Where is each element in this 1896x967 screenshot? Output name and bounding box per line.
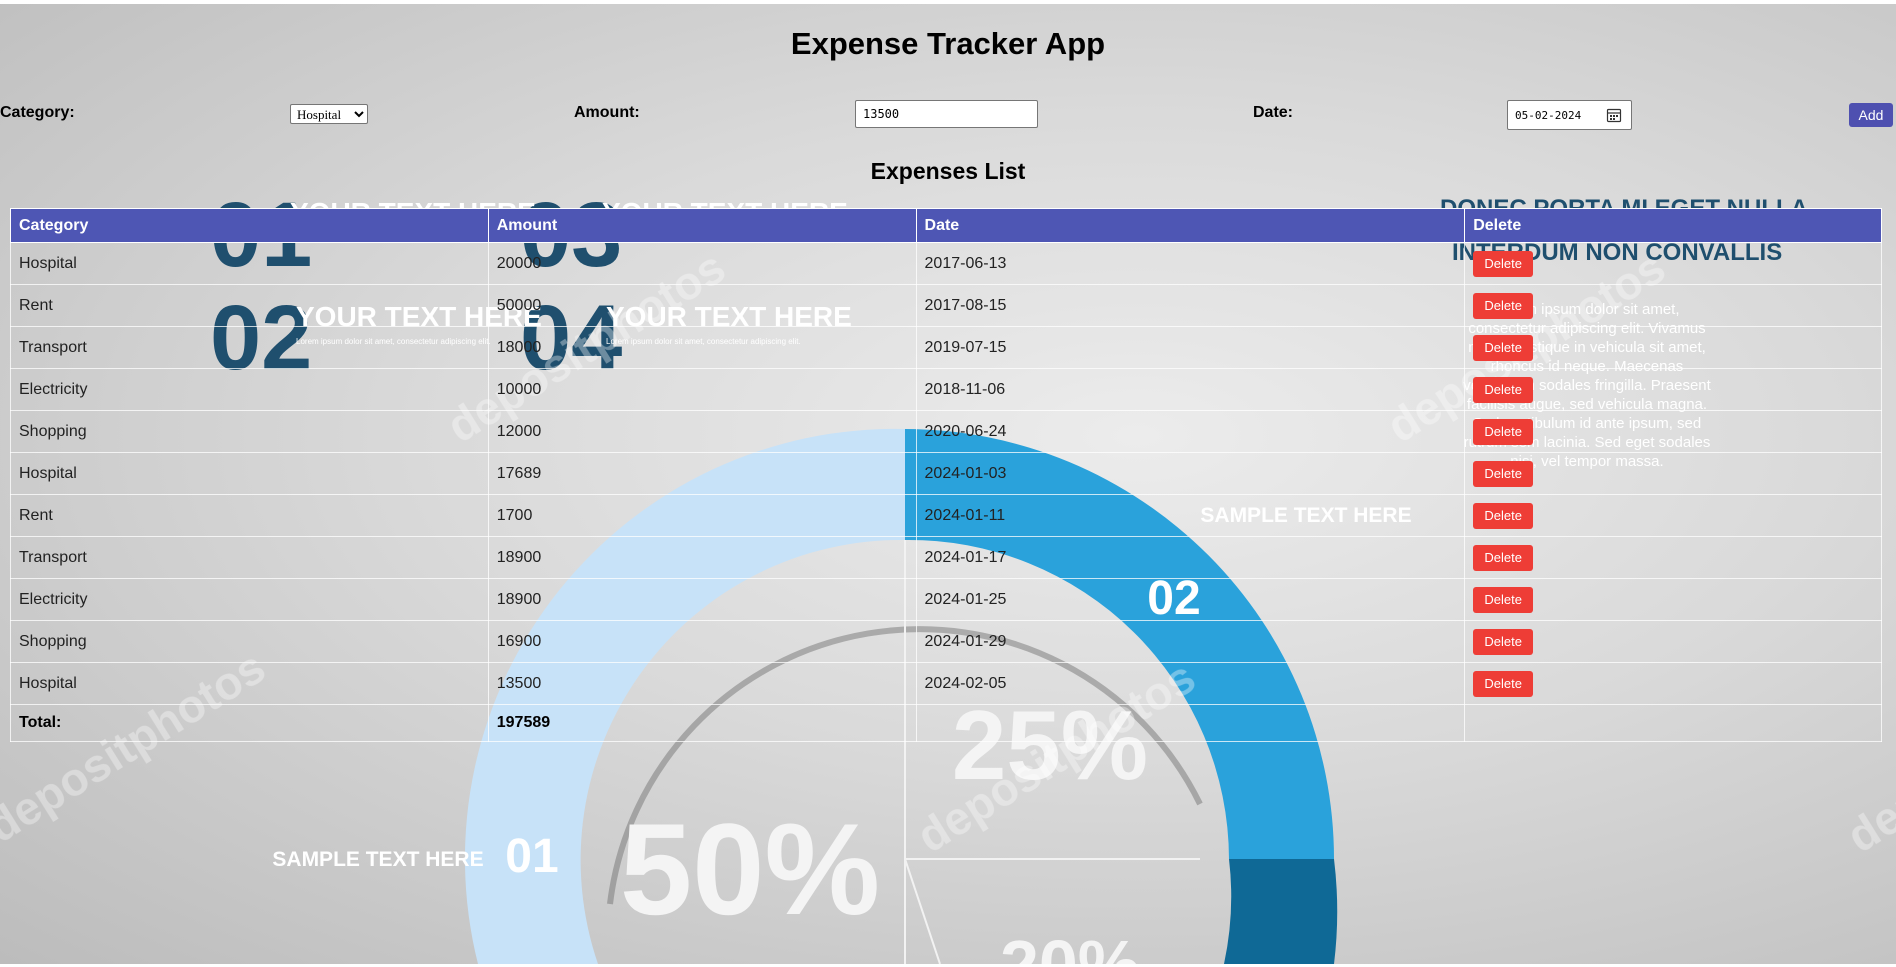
column-header-delete: Delete	[1464, 208, 1882, 243]
total-empty-date	[915, 704, 1466, 742]
table-row: Electricity 10000 2018-11-06 Delete	[10, 368, 1882, 411]
expenses-table: Category Amount Date Delete Hospital 200…	[10, 208, 1882, 742]
cell-amount: 16900	[487, 620, 917, 663]
delete-button[interactable]: Delete	[1473, 418, 1534, 445]
cell-delete: Delete	[1464, 536, 1882, 579]
bg-percent-50: 50%	[620, 796, 880, 942]
cell-delete: Delete	[1464, 284, 1882, 327]
delete-button[interactable]: Delete	[1473, 670, 1534, 697]
delete-button[interactable]: Delete	[1473, 334, 1534, 361]
cell-delete: Delete	[1464, 326, 1882, 369]
cell-delete: Delete	[1464, 242, 1882, 285]
total-empty-delete	[1464, 704, 1882, 742]
delete-button[interactable]: Delete	[1473, 586, 1534, 613]
cell-date: 2024-01-29	[915, 620, 1466, 663]
cell-category: Hospital	[10, 452, 489, 495]
cell-amount: 10000	[487, 368, 917, 411]
table-row: Transport 18900 2024-01-17 Delete	[10, 536, 1882, 579]
table-header-row: Category Amount Date Delete	[10, 208, 1882, 243]
donut-segment-dark	[1224, 859, 1338, 964]
cell-amount: 13500	[487, 662, 917, 705]
date-value: 05-02-2024	[1515, 108, 1582, 122]
page-title: Expense Tracker App	[790, 26, 1106, 61]
bg-percent-20: 20%	[1000, 926, 1140, 964]
delete-button[interactable]: Delete	[1473, 628, 1534, 655]
calendar-icon[interactable]	[1605, 106, 1623, 124]
cell-date: 2024-02-05	[915, 662, 1466, 705]
cell-amount: 50000	[487, 284, 917, 327]
cell-category: Transport	[10, 536, 489, 579]
cell-category: Rent	[10, 494, 489, 537]
table-row: Shopping 16900 2024-01-29 Delete	[10, 620, 1882, 663]
delete-button[interactable]: Delete	[1473, 544, 1534, 571]
table-row: Transport 18000 2019-07-15 Delete	[10, 326, 1882, 369]
cell-category: Shopping	[10, 410, 489, 453]
cell-delete: Delete	[1464, 368, 1882, 411]
category-label: Category:	[0, 104, 75, 121]
expenses-list-heading: Expenses List	[870, 158, 1026, 184]
table-row: Rent 1700 2024-01-11 Delete	[10, 494, 1882, 537]
app-content: Expense Tracker App Category: Hospital A…	[0, 4, 1896, 964]
cell-date: 2019-07-15	[915, 326, 1466, 369]
cell-amount: 18900	[487, 536, 917, 579]
cell-date: 2024-01-11	[915, 494, 1466, 537]
add-button[interactable]: Add	[1849, 103, 1893, 127]
total-label: Total:	[10, 704, 489, 742]
table-row: Electricity 18900 2024-01-25 Delete	[10, 578, 1882, 621]
delete-button[interactable]: Delete	[1473, 376, 1534, 403]
cell-date: 2020-06-24	[915, 410, 1466, 453]
cell-delete: Delete	[1464, 494, 1882, 537]
app-frame: 01 03 02 04 YOUR TEXT HERE YOUR TEXT HER…	[0, 4, 1896, 964]
cell-category: Transport	[10, 326, 489, 369]
delete-button[interactable]: Delete	[1473, 460, 1534, 487]
cell-category: Shopping	[10, 620, 489, 663]
cell-date: 2017-06-13	[915, 242, 1466, 285]
cell-delete: Delete	[1464, 410, 1882, 453]
amount-label: Amount:	[574, 104, 640, 121]
table-row: Hospital 20000 2017-06-13 Delete	[10, 242, 1882, 285]
table-row: Rent 50000 2017-08-15 Delete	[10, 284, 1882, 327]
column-header-category: Category	[10, 208, 489, 243]
delete-button[interactable]: Delete	[1473, 250, 1534, 277]
cell-amount: 20000	[487, 242, 917, 285]
cell-category: Electricity	[10, 368, 489, 411]
total-row: Total: 197589	[10, 704, 1882, 742]
table-row: Hospital 17689 2024-01-03 Delete	[10, 452, 1882, 495]
column-header-amount: Amount	[487, 208, 917, 243]
cell-amount: 1700	[487, 494, 917, 537]
donut-segment-light	[464, 428, 905, 964]
cell-amount: 12000	[487, 410, 917, 453]
amount-input[interactable]	[855, 100, 1038, 128]
cell-date: 2024-01-25	[915, 578, 1466, 621]
bg-ring-label-01: 01	[505, 830, 558, 883]
cell-delete: Delete	[1464, 578, 1882, 621]
cell-date: 2018-11-06	[915, 368, 1466, 411]
cell-category: Electricity	[10, 578, 489, 621]
table-row: Shopping 12000 2020-06-24 Delete	[10, 410, 1882, 453]
cell-delete: Delete	[1464, 452, 1882, 495]
cell-category: Hospital	[10, 662, 489, 705]
donut-divider-diagonal	[904, 858, 941, 964]
total-value: 197589	[487, 704, 917, 742]
delete-button[interactable]: Delete	[1473, 502, 1534, 529]
cell-date: 2024-01-17	[915, 536, 1466, 579]
cell-date: 2017-08-15	[915, 284, 1466, 327]
cell-delete: Delete	[1464, 662, 1882, 705]
bg-sample-text-left: SAMPLE TEXT HERE	[272, 848, 483, 871]
cell-amount: 18900	[487, 578, 917, 621]
delete-button[interactable]: Delete	[1473, 292, 1534, 319]
cell-amount: 17689	[487, 452, 917, 495]
cell-category: Hospital	[10, 242, 489, 285]
date-label: Date:	[1253, 104, 1294, 121]
cell-category: Rent	[10, 284, 489, 327]
cell-date: 2024-01-03	[915, 452, 1466, 495]
date-input[interactable]: 05-02-2024	[1507, 100, 1632, 130]
table-row: Hospital 13500 2024-02-05 Delete	[10, 662, 1882, 705]
cell-delete: Delete	[1464, 620, 1882, 663]
category-select[interactable]: Hospital	[290, 104, 368, 124]
column-header-date: Date	[915, 208, 1466, 243]
cell-amount: 18000	[487, 326, 917, 369]
